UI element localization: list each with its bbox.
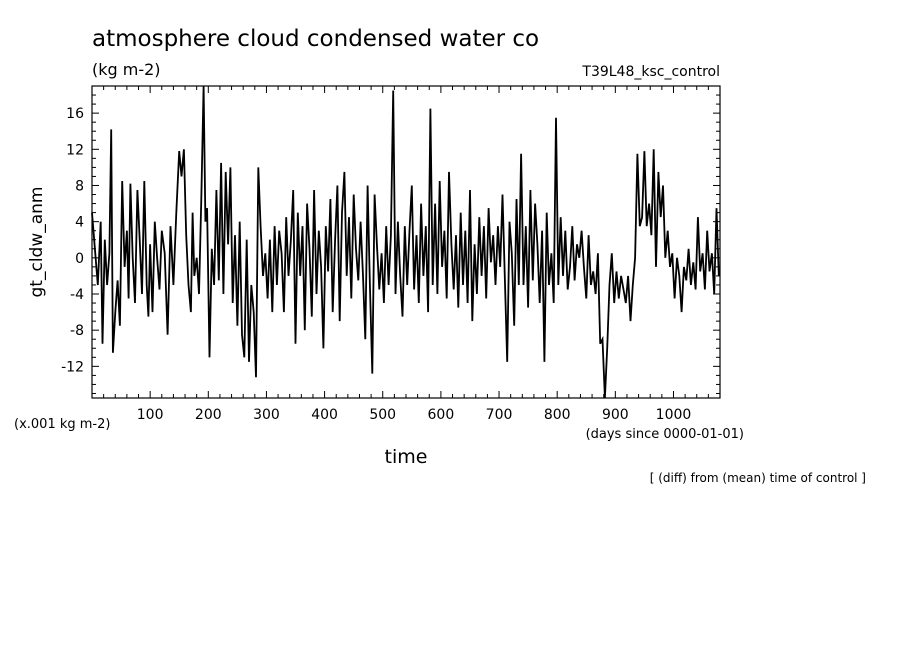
run-name-label: T39L48_ksc_control	[581, 64, 720, 80]
y-units-label: (x.001 kg m-2)	[14, 417, 110, 432]
y-tick-label: -12	[61, 359, 84, 375]
x-axis: 100 200 300 400 500 600 700 800 900 1000	[103, 86, 709, 423]
plot-area: -12 -8 -4 0 4 8 12 16 100 200 300 400 500 600 700 800 9…	[61, 85, 721, 423]
y-tick-label: -8	[70, 323, 84, 339]
x-tick-label: 100	[137, 407, 164, 423]
x-tick-label: 200	[195, 407, 222, 423]
y-axis: -12 -8 -4 0 4 8 12 16	[61, 85, 720, 394]
y-axis-label: gt_cldw_anm	[27, 187, 47, 298]
chart-title: atmosphere cloud condensed water co	[92, 26, 539, 52]
y-tick-label: -4	[70, 287, 84, 303]
x-units-label: (days since 0000-01-01)	[586, 427, 744, 442]
y-tick-label: 12	[66, 142, 84, 158]
x-tick-label: 700	[486, 407, 513, 423]
x-tick-label: 600	[428, 407, 455, 423]
y-tick-label: 8	[75, 178, 84, 194]
series-line	[91, 85, 720, 399]
y-tick-label: 16	[66, 106, 84, 122]
diff-note: [ (diff) from (mean) time of control ]	[650, 471, 866, 485]
x-tick-label: 400	[311, 407, 338, 423]
series-layer	[91, 85, 720, 399]
x-tick-label: 300	[253, 407, 280, 423]
y-tick-label: 0	[75, 251, 84, 267]
x-tick-label: 900	[602, 407, 629, 423]
x-tick-label: 1000	[656, 407, 692, 423]
y-tick-label: 4	[75, 215, 84, 231]
units-label: (kg m-2)	[92, 60, 161, 79]
x-axis-label: time	[385, 446, 428, 468]
x-tick-label: 500	[369, 407, 396, 423]
x-tick-label: 800	[544, 407, 571, 423]
